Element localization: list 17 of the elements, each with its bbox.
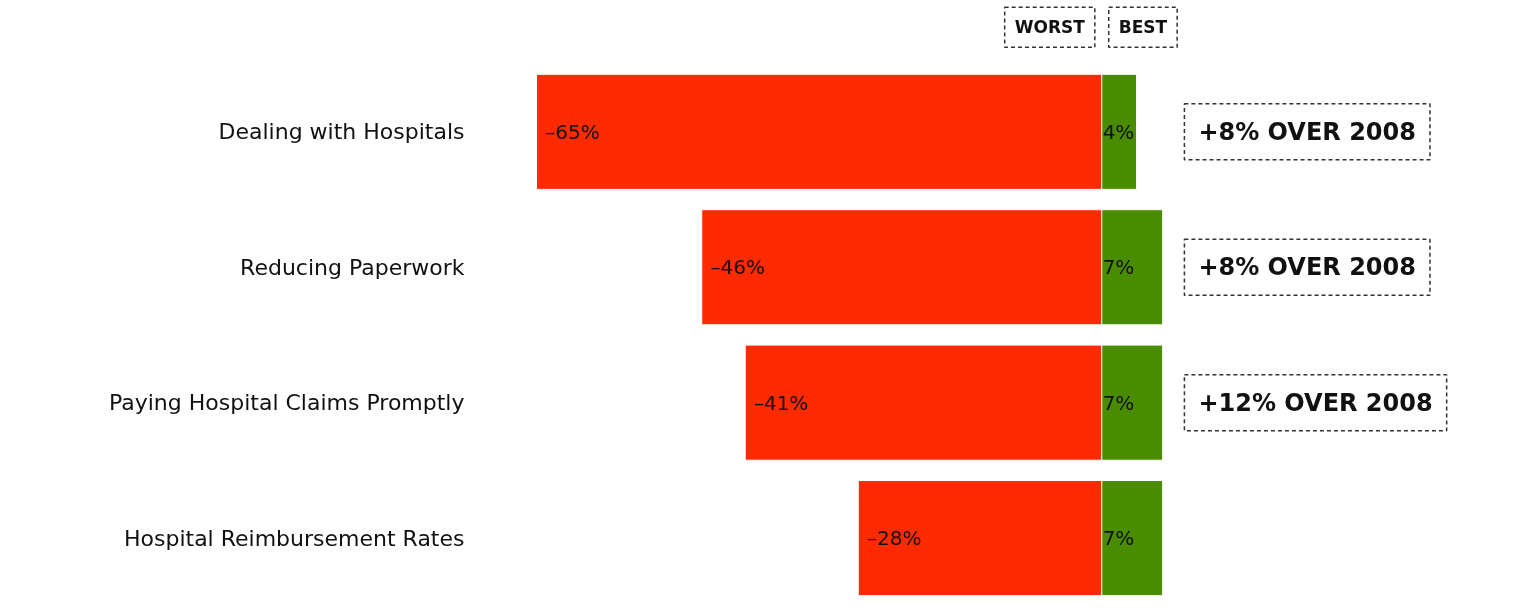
data-label: 4%	[1102, 119, 1135, 144]
y-tick-label: Reducing Paperwork	[240, 254, 465, 280]
y-tick-label: Paying Hospital Claims Promptly	[108, 390, 465, 416]
data-label: –65%	[545, 119, 600, 144]
data-label: –46%	[710, 255, 765, 280]
data-label: –41%	[753, 390, 809, 415]
y-tick-label: Hospital Reimbursement Rates	[123, 525, 465, 551]
data-label: 7%	[1102, 526, 1135, 551]
data-label: –28%	[866, 526, 922, 551]
text: BEST	[1118, 17, 1168, 38]
text: +8% OVER 2008	[1198, 117, 1416, 146]
text: +12% OVER 2008	[1198, 388, 1433, 417]
text: WORST	[1014, 17, 1086, 38]
text: +8% OVER 2008	[1198, 253, 1416, 282]
data-label: 7%	[1102, 255, 1135, 280]
data-label: 7%	[1102, 390, 1135, 415]
y-tick-label: Dealing with Hospitals	[218, 119, 465, 145]
